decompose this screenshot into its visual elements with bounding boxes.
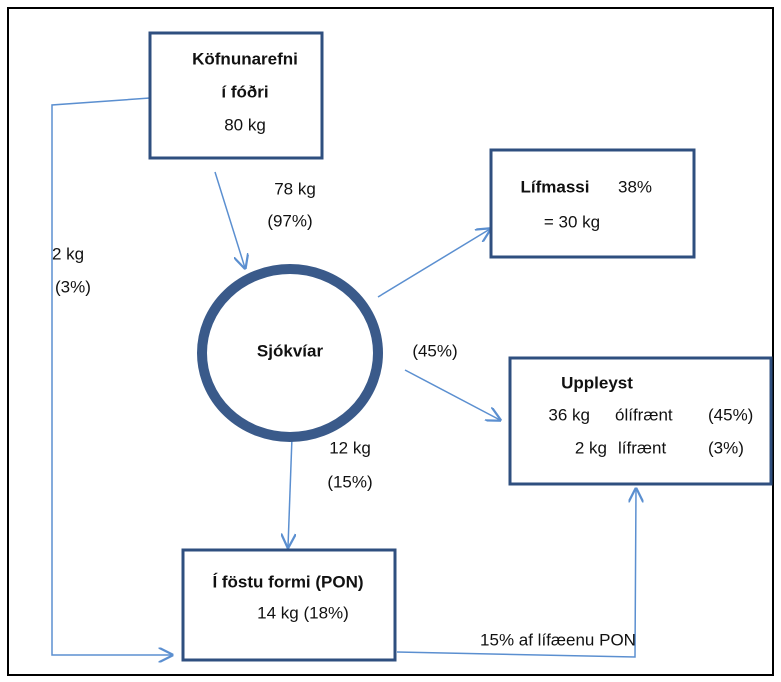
arrow [396,489,636,658]
node-value: lífrænt [618,438,666,457]
arrow [214,171,245,268]
edge-label: 78 kg [274,179,316,198]
node-title: Sjókvíar [257,341,324,360]
node-title: í fóðri [221,82,268,101]
node-box [148,31,324,160]
node-value: = 30 kg [544,212,600,231]
frame [7,7,774,676]
node-title: Uppleyst [561,373,633,392]
node-value: 38% [618,177,652,196]
node-title: Lífmassi [521,177,590,196]
node-circle [197,264,383,442]
node-title: Í föstu formi (PON) [212,572,363,591]
arrow [377,229,490,298]
edge-label: 12 kg [329,438,371,457]
edge-label: (15%) [327,472,372,491]
node-value: 2 kg [575,438,607,457]
node-box [489,148,696,259]
node-box [181,548,397,662]
node-value: (45%) [708,405,753,424]
edge-label: (45%) [412,341,457,360]
edge-label: (97%) [267,211,312,230]
node-title: Köfnunarefni [192,49,298,68]
arrow [404,369,500,420]
arrow [51,97,172,655]
node-box [508,356,773,486]
arrow [288,436,292,547]
node-value: 14 kg (18%) [257,603,349,622]
node-value: (3%) [708,438,744,457]
edge-label: 15% af lífæenu PON [480,630,636,649]
node-value: 80 kg [224,115,266,134]
node-value: ólífrænt [615,405,673,424]
node-value: 36 kg [548,405,590,424]
edge-label: 2 kg [52,244,84,263]
edge-label: (3%) [55,277,91,296]
